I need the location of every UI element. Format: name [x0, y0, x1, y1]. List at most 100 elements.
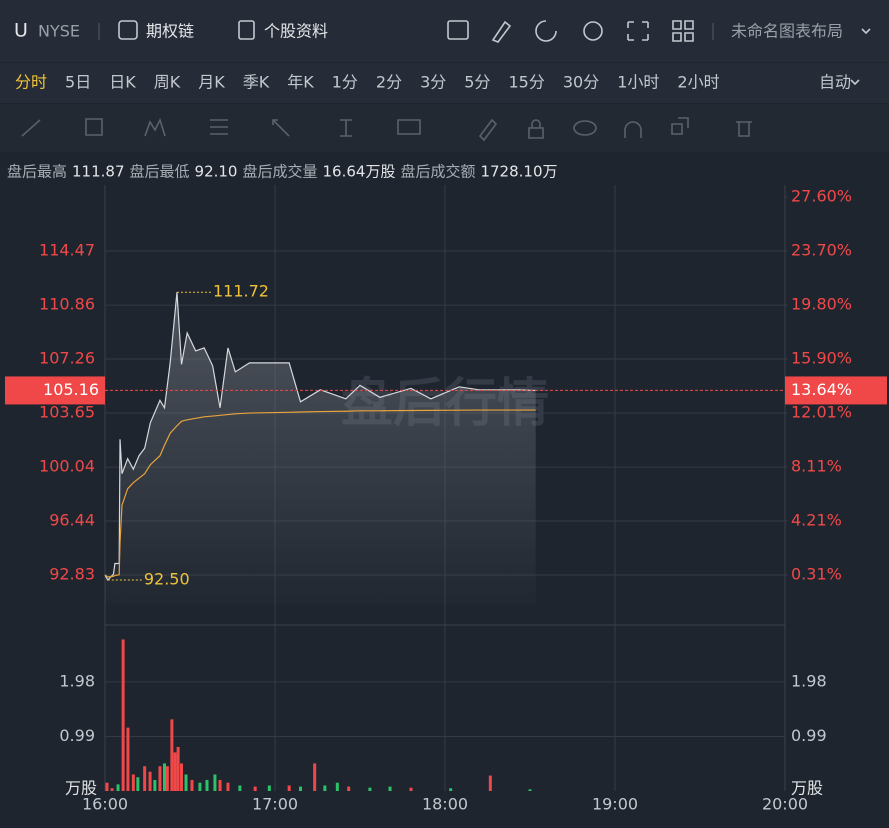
icon[interactable] [535, 20, 557, 42]
volume-tick-label: 1.98 [791, 671, 827, 690]
period-tab[interactable]: 2分 [376, 73, 402, 92]
volume-bar [409, 787, 413, 791]
periods: 分时 5日 日K 周K 月K 季K 年K 1分 2分 3分 5分 15分 30分 1小时 2小时 [15, 73, 720, 92]
period-tab[interactable]: 1分 [332, 73, 358, 92]
icon[interactable] [672, 20, 694, 42]
period-tab[interactable]: 分时 [15, 73, 47, 92]
volume-unit: 万股 [791, 779, 823, 798]
info-value: 16.64万股 [323, 163, 396, 181]
exchange: NYSE [38, 22, 80, 41]
period-tab[interactable]: 15分 [508, 73, 544, 92]
volume-bar [153, 779, 157, 791]
period-bar [0, 63, 889, 103]
price-line [104, 292, 536, 581]
annotation-label: 111.72 [213, 282, 269, 301]
average-line [104, 409, 536, 578]
y2-tick-label: 8.11% [791, 456, 842, 475]
annotation-label: 92.50 [144, 569, 190, 588]
volume-tick-label: 1.98 [59, 671, 95, 690]
caret [850, 79, 860, 86]
y2-tick-label: 23.70% [791, 241, 852, 260]
y-tick-label: 110.86 [39, 295, 95, 314]
tool-icon[interactable] [21, 117, 421, 137]
volume-bar [136, 777, 140, 791]
period-tab[interactable]: 周K [154, 73, 181, 92]
volume-bar [287, 785, 291, 791]
period-tab[interactable]: 3分 [420, 73, 446, 92]
y2-tick-label: 27.60% [791, 187, 852, 206]
period-tab[interactable]: 5分 [464, 73, 490, 92]
volume-bar [163, 763, 166, 791]
volume-bar [313, 763, 317, 791]
icon[interactable] [491, 20, 512, 43]
info-label: 盘后最高 [7, 163, 67, 181]
period-tab[interactable]: 季K [243, 73, 270, 92]
volume-bar [116, 784, 120, 791]
link[interactable]: 期权链 [146, 22, 194, 41]
y2-tick-label: 4.21% [791, 510, 842, 529]
info-value: 1728.10万 [480, 163, 557, 181]
icon [118, 20, 138, 40]
auto-select[interactable]: 自动 [819, 73, 851, 92]
volume-bar [180, 763, 183, 791]
period-tab[interactable]: 年K [287, 73, 314, 92]
y-tick-label: 114.47 [39, 241, 95, 260]
top-icons [447, 20, 694, 43]
last-pct-label: 13.64% [791, 380, 852, 399]
period-tab[interactable]: 1小时 [617, 73, 659, 92]
price-area [105, 292, 536, 605]
volume-bar [184, 774, 188, 791]
link[interactable]: 个股资料 [264, 22, 328, 41]
x-tick-label: 17:00 [252, 795, 298, 814]
volume-bar [176, 746, 180, 791]
y-tick-label: 100.04 [39, 457, 95, 476]
volume-bar [126, 727, 130, 791]
volume-bar [323, 785, 327, 791]
volume-bar [368, 787, 372, 791]
volume-bar [158, 766, 162, 791]
icon[interactable] [447, 20, 469, 40]
volume-bar [205, 779, 209, 791]
y-tick-label: 92.83 [49, 565, 95, 584]
y-tick-label: 107.26 [39, 348, 95, 367]
icon[interactable] [627, 21, 649, 41]
volume-bar [165, 766, 169, 791]
y2-tick-label: 12.01% [791, 402, 852, 421]
volume-bar [335, 782, 339, 791]
info-value: 111.87 [72, 163, 125, 181]
volume-bar [253, 786, 257, 791]
icon[interactable] [583, 21, 603, 41]
period-tab[interactable]: 30分 [563, 73, 599, 92]
period-tab[interactable]: 5日 [65, 73, 91, 92]
volume-bar [449, 788, 453, 791]
volume-bar [267, 785, 271, 791]
volume-bar [213, 774, 217, 791]
y2-tick-label: 19.80% [791, 295, 852, 314]
tool-icon[interactable] [478, 117, 752, 142]
volume-tick-label: 0.99 [59, 726, 95, 745]
period-tab[interactable]: 月K [198, 73, 225, 92]
info-value: 92.10 [195, 163, 238, 181]
period-tab[interactable]: 2小时 [677, 73, 719, 92]
x-tick-label: 16:00 [82, 795, 128, 814]
volume-bar [226, 782, 230, 791]
info-label: 盘后最低 [130, 163, 190, 181]
symbol: U [14, 20, 28, 42]
y-tick-label: 103.65 [39, 403, 95, 422]
y2-tick-label: 15.90% [791, 349, 852, 368]
volume-bar [190, 779, 194, 791]
volume-bar [488, 775, 492, 791]
info-label: 盘后成交额 [400, 163, 475, 181]
caret [861, 28, 871, 35]
last-pct-box [785, 376, 887, 405]
volume-unit: 万股 [65, 779, 97, 798]
volume-bar [148, 771, 152, 791]
volume-bar [131, 774, 135, 791]
top-bar [0, 0, 889, 62]
period-tab[interactable]: 日K [109, 73, 136, 92]
volume-bar [299, 786, 302, 791]
last-price-label: 105.16 [43, 380, 99, 399]
layout-select[interactable]: 未命名图表布局 [731, 22, 843, 41]
